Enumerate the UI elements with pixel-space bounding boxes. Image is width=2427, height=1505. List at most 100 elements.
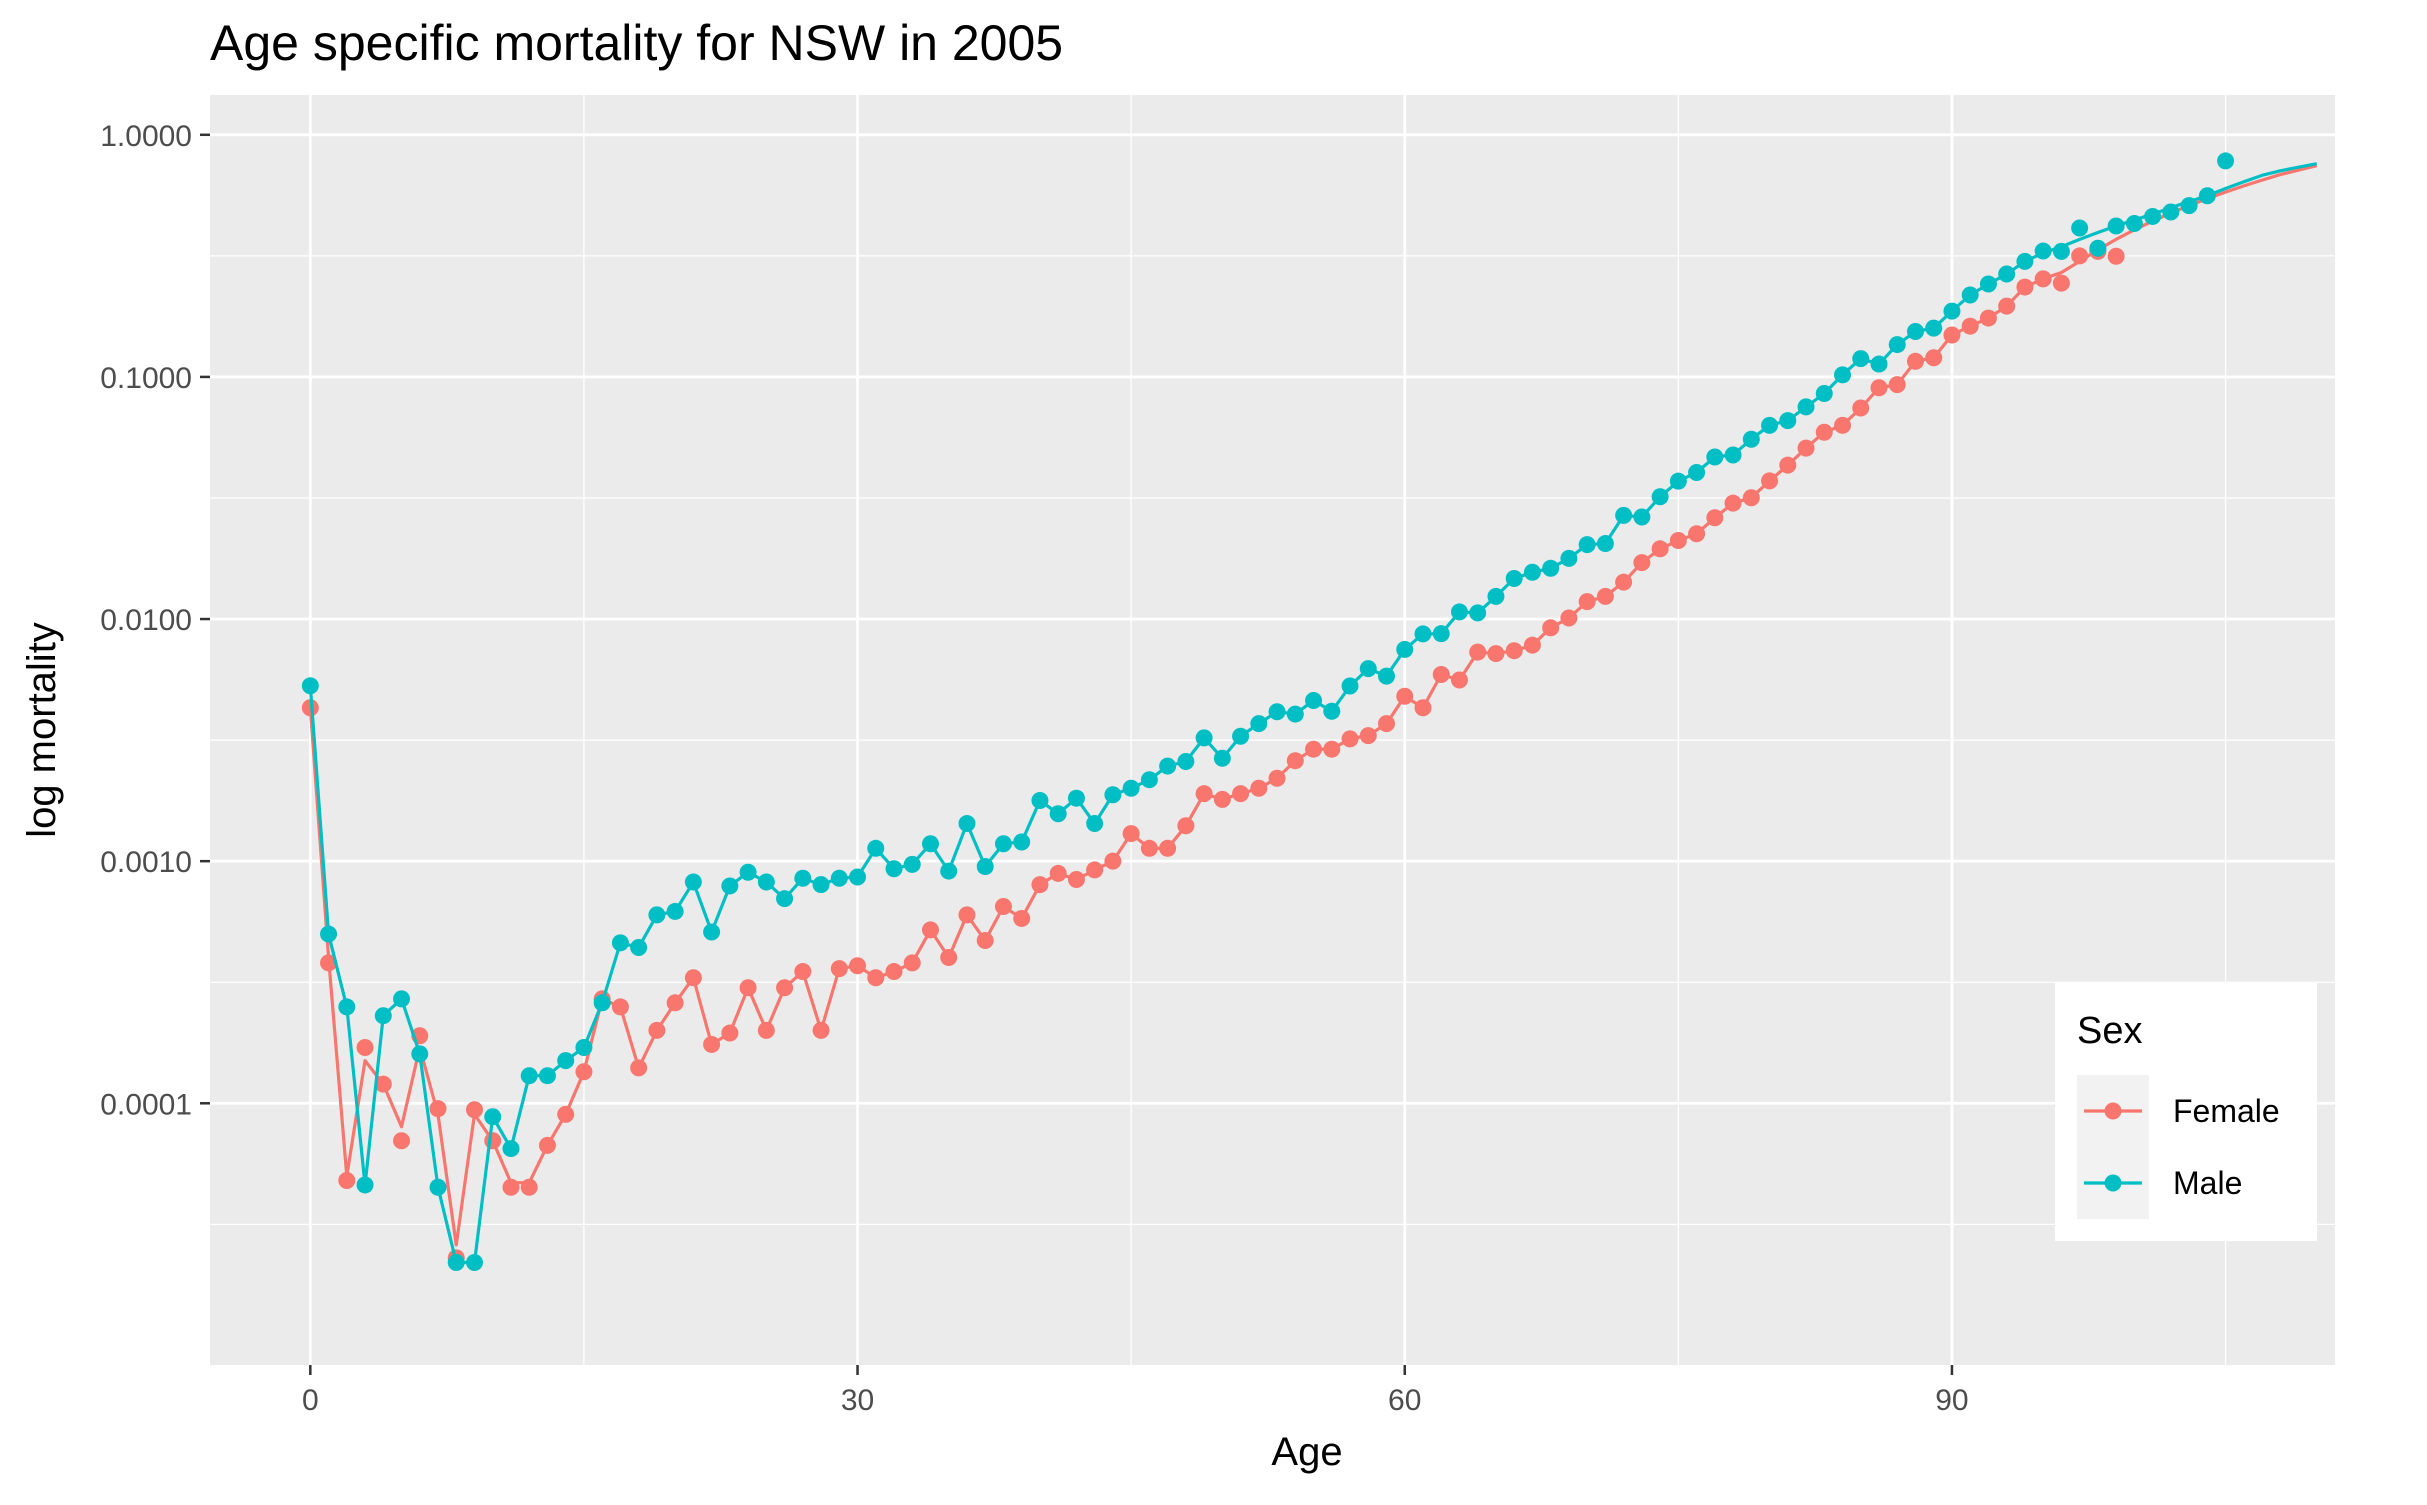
- data-point-male: [1761, 416, 1779, 434]
- data-point-female: [994, 897, 1012, 915]
- data-point-male: [1888, 336, 1906, 354]
- data-point-male: [1943, 302, 1961, 320]
- data-point-female: [1688, 525, 1706, 543]
- legend-marker-female: [2104, 1102, 2122, 1120]
- data-point-male: [465, 1254, 483, 1271]
- data-point-male: [1706, 448, 1724, 466]
- data-point-female: [393, 1132, 411, 1150]
- data-point-female: [958, 906, 976, 924]
- data-point-female: [2034, 270, 2052, 288]
- data-point-female: [1633, 554, 1651, 572]
- data-point-female: [1998, 297, 2016, 315]
- data-point-male: [1906, 323, 1924, 341]
- data-point-male: [1341, 677, 1359, 695]
- data-point-female: [575, 1063, 593, 1081]
- data-point-male: [1049, 805, 1067, 823]
- y-axis: 0.0001 0.0010 0.0100 0.1000 1.0000: [100, 120, 210, 1121]
- data-point-female: [1049, 864, 1067, 882]
- data-point-female: [812, 1021, 830, 1039]
- series-layer: [301, 152, 2318, 1271]
- data-point-male: [849, 868, 867, 886]
- data-point-male: [1140, 771, 1158, 789]
- data-point-female: [1651, 540, 1669, 558]
- data-point-male: [1323, 702, 1341, 720]
- data-point-female: [776, 979, 794, 997]
- data-point-male: [1432, 625, 1450, 643]
- data-point-male: [1359, 660, 1377, 678]
- data-point-male: [1450, 603, 1468, 621]
- data-point-female: [721, 1024, 739, 1042]
- data-point-male: [447, 1254, 465, 1271]
- data-point-female: [1925, 349, 1943, 367]
- data-point-female: [557, 1105, 575, 1123]
- data-point-male: [630, 938, 648, 956]
- data-point-female: [538, 1136, 556, 1154]
- data-point-male: [885, 860, 903, 878]
- data-point-female: [703, 1035, 721, 1053]
- data-point-male: [593, 994, 611, 1012]
- data-point-male: [2107, 217, 2125, 235]
- data-point-female: [484, 1132, 502, 1150]
- data-point-male: [2071, 219, 2089, 237]
- data-point-female: [1487, 645, 1505, 663]
- data-point-female: [1542, 619, 1560, 637]
- data-point-male: [903, 855, 921, 873]
- data-point-male: [338, 998, 356, 1016]
- data-point-male: [1159, 757, 1177, 775]
- data-point-female: [1268, 769, 1286, 787]
- legend-label-male: Male: [2173, 1165, 2242, 1201]
- data-point-male: [1797, 398, 1815, 416]
- data-point-male: [1578, 536, 1596, 554]
- data-point-female: [903, 954, 921, 972]
- data-point-male: [1213, 749, 1231, 767]
- data-point-male: [611, 934, 629, 952]
- data-point-male: [1870, 355, 1888, 373]
- data-point-female: [1213, 790, 1231, 808]
- data-point-male: [1250, 715, 1268, 733]
- data-point-male: [1086, 815, 1104, 833]
- data-point-male: [1979, 275, 1997, 293]
- data-point-female: [1341, 730, 1359, 748]
- data-point-female: [739, 979, 757, 997]
- legend-items: Female Male: [2077, 1075, 2280, 1219]
- data-point-male: [1742, 430, 1760, 448]
- data-point-male: [1067, 789, 1085, 807]
- data-point-female: [502, 1178, 520, 1196]
- data-point-male: [374, 1007, 392, 1025]
- data-point-male: [1542, 559, 1560, 577]
- data-point-female: [794, 963, 812, 981]
- data-point-male: [1195, 729, 1213, 747]
- data-point-male: [484, 1108, 502, 1126]
- data-point-female: [1305, 740, 1323, 758]
- data-point-male: [320, 925, 338, 943]
- data-point-female: [1013, 909, 1031, 927]
- data-point-male: [1305, 691, 1323, 709]
- legend-label-female: Female: [2173, 1093, 2280, 1129]
- x-axis-label: Age: [1271, 1430, 1342, 1474]
- data-point-female: [867, 969, 885, 987]
- data-point-male: [1523, 563, 1541, 581]
- data-point-female: [849, 957, 867, 975]
- data-point-female: [1122, 825, 1140, 843]
- data-point-male: [1396, 640, 1414, 658]
- data-point-female: [1615, 573, 1633, 591]
- data-point-female: [1943, 326, 1961, 344]
- data-point-female: [1724, 494, 1742, 512]
- data-point-male: [2034, 242, 2052, 260]
- data-point-female: [1396, 687, 1414, 705]
- data-point-female: [1870, 379, 1888, 397]
- legend: Sex Female Male: [2055, 983, 2317, 1241]
- x-tick-label: 60: [1388, 1384, 1421, 1417]
- plot-panel: [210, 95, 2335, 1365]
- data-point-female: [1669, 532, 1687, 550]
- data-point-female: [465, 1101, 483, 1119]
- data-point-female: [1815, 423, 1833, 441]
- data-point-male: [1852, 350, 1870, 368]
- data-point-male: [1560, 549, 1578, 567]
- series-male: [301, 152, 2318, 1271]
- data-point-female: [1596, 587, 1614, 605]
- data-point-male: [538, 1067, 556, 1085]
- data-point-male: [812, 876, 830, 894]
- data-point-male: [794, 869, 812, 887]
